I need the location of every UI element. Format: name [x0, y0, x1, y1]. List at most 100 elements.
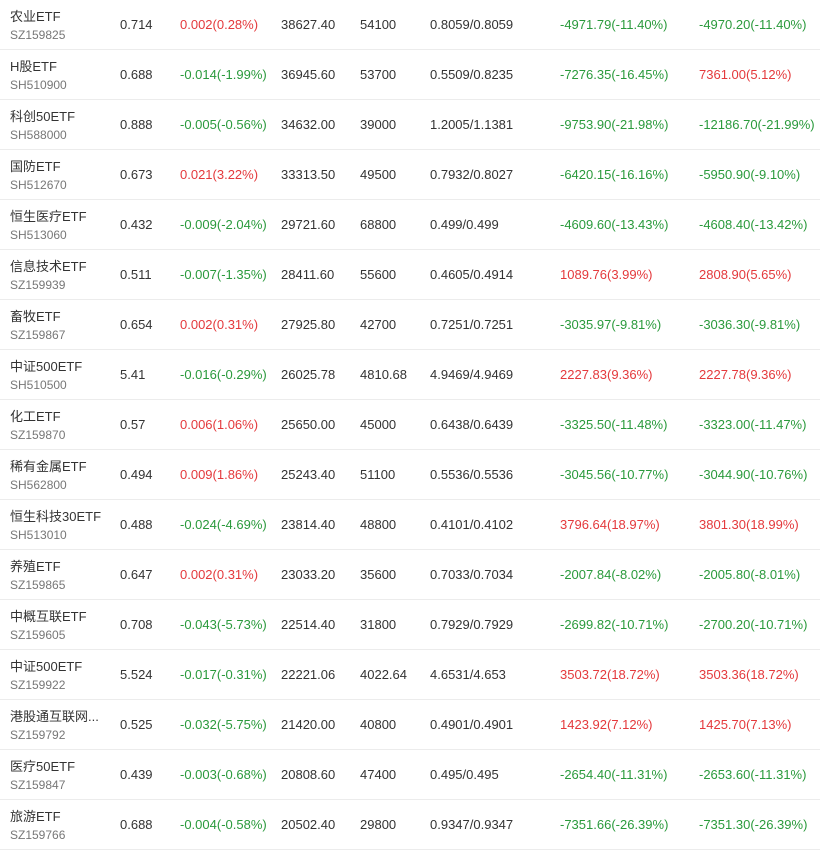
nav-range-cell: 0.7929/0.7929 — [430, 617, 514, 632]
fund-code: SZ159605 — [10, 628, 66, 642]
flow-cell-1: 3796.64(18.97%) — [560, 517, 660, 532]
fund-name-cell[interactable]: 化工ETF SZ159870 — [10, 400, 106, 449]
fund-name-link[interactable]: 中概互联ETF — [10, 609, 87, 624]
fund-name-cell[interactable]: 稀有金属ETF SH562800 — [10, 450, 106, 499]
table-row[interactable]: 恒生科技30ETF SH513010 0.488 -0.024(-4.69%) 2381… — [0, 500, 820, 550]
fund-name-cell[interactable]: 畜牧ETF SZ159867 — [10, 300, 106, 349]
flow-cell-1: -2007.84(-8.02%) — [560, 567, 662, 582]
nav-range-cell: 0.499/0.499 — [430, 217, 499, 232]
price-cell: 5.41 — [120, 367, 146, 382]
table-row[interactable]: 化工ETF SZ159870 0.57 0.006(1.06%) 25650.00 450… — [0, 400, 820, 450]
table-row[interactable]: 科创50ETF SH588000 0.888 -0.005(-0.56%) 34632.… — [0, 100, 820, 150]
change-cell: -0.032(-5.75%) — [180, 717, 267, 732]
fund-code: SZ159847 — [10, 778, 66, 792]
fund-name-cell[interactable]: 中证500ETF SZ159922 — [10, 650, 106, 699]
fund-name-cell[interactable]: 信息技术ETF SZ159939 — [10, 250, 106, 299]
price-cell: 0.647 — [120, 567, 153, 582]
nav-range-cell: 0.4605/0.4914 — [430, 267, 514, 282]
change-cell: -0.005(-0.56%) — [180, 117, 267, 132]
table-row[interactable]: H股ETF SH510900 0.688 -0.014(-1.99%) 36945.60… — [0, 50, 820, 100]
flow-cell-1: -7276.35(-16.45%) — [560, 67, 669, 82]
flow-cell-2: -2005.80(-8.01%) — [699, 567, 801, 582]
amount-cell: 29721.60 — [281, 217, 336, 232]
fund-name-cell[interactable]: 中证500ETF SH510500 — [10, 350, 106, 399]
table-row[interactable]: 医疗50ETF SZ159847 0.439 -0.003(-0.68%) 20808.… — [0, 750, 820, 800]
table-row[interactable]: 中证500ETF SH510500 5.41 -0.016(-0.29%) 26025.… — [0, 350, 820, 400]
flow-cell-1: -3325.50(-11.48%) — [560, 417, 668, 432]
fund-name-cell[interactable]: 农业ETF SZ159825 — [10, 0, 106, 49]
change-cell: 0.006(1.06%) — [180, 417, 259, 432]
table-row[interactable]: 港股通互联网... SZ159792 0.525 -0.032(-5.75%) 2142… — [0, 700, 820, 750]
fund-name-cell[interactable]: 医疗50ETF SZ159847 — [10, 750, 106, 799]
fund-name-cell[interactable]: 中概互联ETF SZ159605 — [10, 600, 106, 649]
fund-name-link[interactable]: 旅游ETF — [10, 809, 61, 824]
change-cell: 0.002(0.28%) — [180, 17, 259, 32]
fund-name-link[interactable]: H股ETF — [10, 59, 57, 74]
fund-name-cell[interactable]: 养殖ETF SZ159865 — [10, 550, 106, 599]
table-row[interactable]: 恒生医疗ETF SH513060 0.432 -0.009(-2.04%) 29721.… — [0, 200, 820, 250]
fund-name-link[interactable]: 恒生科技30ETF — [10, 509, 102, 524]
flow-cell-2: -4608.40(-13.42%) — [699, 217, 808, 232]
volume-cell: 39000 — [360, 117, 397, 132]
fund-name-cell[interactable]: 国防ETF SH512670 — [10, 150, 106, 199]
flow-cell-2: -4970.20(-11.40%) — [699, 17, 807, 32]
fund-name-link[interactable]: 中证500ETF — [10, 359, 83, 374]
amount-cell: 36945.60 — [281, 67, 336, 82]
change-cell: -0.016(-0.29%) — [180, 367, 267, 382]
table-row[interactable]: 养殖ETF SZ159865 0.647 0.002(0.31%) 23033.20 35… — [0, 550, 820, 600]
flow-cell-2: 3503.36(18.72%) — [699, 667, 799, 682]
table-row[interactable]: 中证500ETF SZ159922 5.524 -0.017(-0.31%) 22221… — [0, 650, 820, 700]
fund-name-link[interactable]: 农业ETF — [10, 9, 61, 24]
nav-range-cell: 0.7251/0.7251 — [430, 317, 514, 332]
price-cell: 0.57 — [120, 417, 146, 432]
fund-code: SZ159867 — [10, 328, 66, 342]
fund-name-cell[interactable]: 恒生医疗ETF SH513060 — [10, 200, 106, 249]
nav-range-cell: 0.7033/0.7034 — [430, 567, 514, 582]
flow-cell-1: 1089.76(3.99%) — [560, 267, 653, 282]
fund-name-link[interactable]: 港股通互联网... — [10, 709, 99, 724]
table-row[interactable]: 国防ETF SH512670 0.673 0.021(3.22%) 33313.50 49… — [0, 150, 820, 200]
fund-name-link[interactable]: 畜牧ETF — [10, 309, 61, 324]
fund-name-link[interactable]: 化工ETF — [10, 409, 61, 424]
flow-cell-2: -2700.20(-10.71%) — [699, 617, 808, 632]
fund-name-cell[interactable]: 科创50ETF SH588000 — [10, 100, 106, 149]
fund-name-link[interactable]: 信息技术ETF — [10, 259, 87, 274]
table-row[interactable]: 稀有金属ETF SH562800 0.494 0.009(1.86%) 25243.40… — [0, 450, 820, 500]
fund-code: SZ159870 — [10, 428, 66, 442]
fund-name-link[interactable]: 科创50ETF — [10, 109, 76, 124]
table-row[interactable]: 农业ETF SZ159825 0.714 0.002(0.28%) 38627.40 54… — [0, 0, 820, 50]
nav-range-cell: 0.5509/0.8235 — [430, 67, 514, 82]
flow-cell-1: -3045.56(-10.77%) — [560, 467, 669, 482]
price-cell: 0.688 — [120, 817, 153, 832]
flow-cell-1: 2227.83(9.36%) — [560, 367, 653, 382]
amount-cell: 23033.20 — [281, 567, 336, 582]
fund-name-cell[interactable]: 恒生科技30ETF SH513010 — [10, 500, 106, 549]
volume-cell: 42700 — [360, 317, 397, 332]
table-row[interactable]: 旅游ETF SZ159766 0.688 -0.004(-0.58%) 20502.40… — [0, 800, 820, 850]
flow-cell-2: -7351.30(-26.39%) — [699, 817, 808, 832]
nav-range-cell: 1.2005/1.1381 — [430, 117, 514, 132]
table-row[interactable]: 畜牧ETF SZ159867 0.654 0.002(0.31%) 27925.80 42… — [0, 300, 820, 350]
flow-cell-2: 2808.90(5.65%) — [699, 267, 792, 282]
fund-name-link[interactable]: 医疗50ETF — [10, 759, 76, 774]
price-cell: 0.432 — [120, 217, 153, 232]
fund-name-cell[interactable]: 旅游ETF SZ159766 — [10, 800, 106, 849]
fund-name-link[interactable]: 养殖ETF — [10, 559, 61, 574]
change-cell: 0.002(0.31%) — [180, 317, 259, 332]
table-row[interactable]: 中概互联ETF SZ159605 0.708 -0.043(-5.73%) 22514.… — [0, 600, 820, 650]
flow-cell-2: -3036.30(-9.81%) — [699, 317, 801, 332]
change-cell: 0.002(0.31%) — [180, 567, 259, 582]
flow-cell-1: -2699.82(-10.71%) — [560, 617, 669, 632]
fund-name-link[interactable]: 国防ETF — [10, 159, 61, 174]
change-cell: 0.021(3.22%) — [180, 167, 259, 182]
flow-cell-2: 7361.00(5.12%) — [699, 67, 792, 82]
fund-name-cell[interactable]: H股ETF SH510900 — [10, 50, 106, 99]
table-row[interactable]: 信息技术ETF SZ159939 0.511 -0.007(-1.35%) 28411.… — [0, 250, 820, 300]
fund-name-cell[interactable]: 港股通互联网... SZ159792 — [10, 700, 106, 749]
fund-name-link[interactable]: 稀有金属ETF — [10, 459, 87, 474]
price-cell: 0.525 — [120, 717, 153, 732]
nav-range-cell: 0.6438/0.6439 — [430, 417, 514, 432]
flow-cell-1: -2654.40(-11.31%) — [560, 767, 668, 782]
fund-name-link[interactable]: 恒生医疗ETF — [10, 209, 87, 224]
fund-name-link[interactable]: 中证500ETF — [10, 659, 83, 674]
